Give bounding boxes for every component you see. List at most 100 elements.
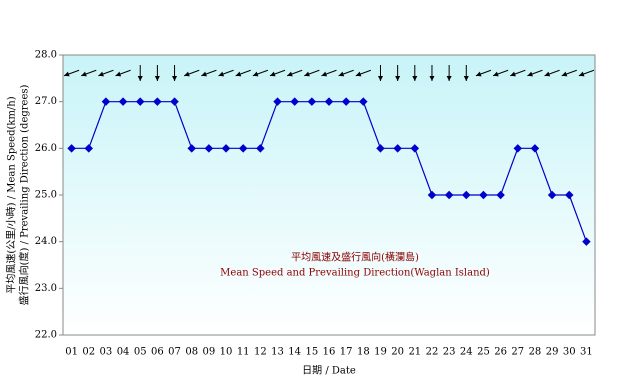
x-tick-label: 01 <box>65 347 78 358</box>
x-tick-label: 15 <box>305 347 318 358</box>
x-tick-label: 16 <box>323 347 336 358</box>
arrow-head <box>561 71 568 77</box>
wind-arrow <box>201 69 217 77</box>
arrow-head <box>446 76 452 81</box>
wind-arrow <box>446 65 452 81</box>
wind-arrow <box>269 69 286 77</box>
x-tick-label: 29 <box>546 347 559 358</box>
x-tick-label: 27 <box>511 347 524 358</box>
wind-arrow <box>510 69 526 77</box>
data-point <box>324 97 334 106</box>
wind-arrow <box>235 69 251 77</box>
wind-arrow <box>492 69 509 77</box>
arrow-head <box>321 71 328 77</box>
arrow-head <box>269 71 276 77</box>
wind-arrow <box>475 69 492 77</box>
wind-arrow <box>304 69 320 77</box>
x-tick-label: 14 <box>288 347 301 358</box>
y-tick-label: 26.0 <box>35 143 57 154</box>
x-tick-label: 03 <box>100 347 113 358</box>
data-point <box>204 144 214 153</box>
data-point <box>118 97 128 106</box>
y-tick-label: 27.0 <box>35 96 57 107</box>
data-point <box>153 97 162 106</box>
x-tick-label: 10 <box>220 347 233 358</box>
wind-arrow <box>429 65 435 81</box>
data-point <box>170 97 179 106</box>
arrow-head <box>544 71 551 77</box>
arrow-head <box>252 71 259 77</box>
wind-arrow <box>412 65 418 81</box>
data-point <box>359 97 368 106</box>
arrow-head <box>527 71 533 77</box>
arrow-head <box>98 71 104 77</box>
data-point <box>187 144 196 153</box>
x-tick-label: 05 <box>134 347 147 358</box>
y-axis-title: 平均風速(公里/小時) / Mean Speed(km/h) <box>6 96 18 293</box>
x-tick-label: 21 <box>408 347 421 358</box>
x-tick-label: 11 <box>237 347 250 358</box>
arrow-head <box>510 71 516 77</box>
data-point <box>101 97 111 106</box>
x-tick-label: 28 <box>529 347 542 358</box>
wind-arrow <box>172 65 178 81</box>
x-axis-title: 日期 / Date <box>302 365 356 377</box>
wind-arrow <box>463 65 469 81</box>
arrow-head <box>578 71 585 77</box>
x-tick-label: 19 <box>374 347 387 358</box>
x-tick-label: 13 <box>271 347 284 358</box>
y-tick-label: 24.0 <box>35 236 57 247</box>
arrow-head <box>115 71 122 77</box>
wind-arrow <box>218 69 234 77</box>
plot-area <box>62 54 596 336</box>
wind-arrow <box>98 69 114 77</box>
wind-arrow <box>252 69 269 77</box>
arrow-head <box>172 76 178 81</box>
x-tick-label: 06 <box>151 347 164 358</box>
arrow-head <box>475 71 482 77</box>
x-tick-label: 17 <box>340 347 353 358</box>
x-tick-label: 18 <box>357 347 370 358</box>
x-tick-label: 30 <box>563 347 576 358</box>
arrow-head <box>218 71 225 77</box>
y-tick-label: 22.0 <box>35 330 57 341</box>
x-tick-label: 26 <box>494 347 507 358</box>
x-tick-label: 22 <box>426 347 439 358</box>
x-tick-label: 09 <box>203 347 216 358</box>
arrow-head <box>304 71 310 77</box>
y-axis-title: 盛行風向(度) / Prevailing Direction (degrees) <box>18 84 31 305</box>
wind-arrow <box>81 69 97 77</box>
data-point <box>376 144 385 153</box>
data-point <box>444 190 454 200</box>
x-tick-label: 12 <box>254 347 267 358</box>
x-tick-label: 20 <box>391 347 404 358</box>
y-tick-label: 25.0 <box>35 190 57 201</box>
arrow-head <box>287 71 293 77</box>
arrow-head <box>463 76 469 81</box>
x-tick-label: 08 <box>185 347 198 358</box>
wind-arrow <box>338 69 354 77</box>
wind-arrow <box>321 69 337 77</box>
wind-arrow <box>286 69 303 77</box>
x-tick-label: 25 <box>477 347 490 358</box>
wind-arrow <box>63 69 80 77</box>
wind-arrow <box>527 69 543 77</box>
wind-arrow <box>578 69 595 77</box>
wind-arrow <box>544 69 560 77</box>
chart-subtitle: Mean Speed and Prevailing Direction(Wagl… <box>220 268 490 279</box>
y-tick-label: 28.0 <box>35 50 57 61</box>
data-point <box>393 144 402 153</box>
arrow-head <box>64 71 70 77</box>
wind-arrow <box>154 65 160 81</box>
arrow-head <box>395 76 401 81</box>
data-point <box>290 97 299 106</box>
data-point <box>84 144 93 153</box>
wind-arrow <box>115 69 131 77</box>
wind-arrow <box>561 69 577 77</box>
arrow-head <box>154 76 160 81</box>
arrow-head <box>338 71 345 77</box>
data-point <box>427 190 437 200</box>
data-point <box>221 144 231 153</box>
